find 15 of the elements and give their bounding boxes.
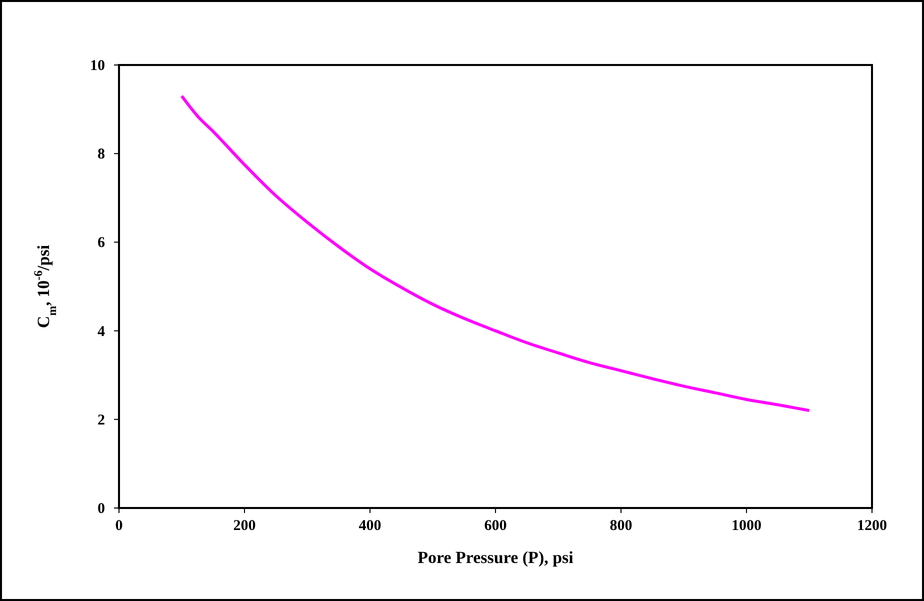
y-tick-label: 8 bbox=[98, 146, 105, 163]
x-axis-title: Pore Pressure (P), psi bbox=[418, 548, 574, 567]
x-tick-label: 1000 bbox=[732, 518, 762, 534]
x-tick-label: 0 bbox=[115, 518, 123, 534]
y-tick-label: 0 bbox=[98, 501, 105, 517]
y-tick-label: 2 bbox=[98, 412, 105, 428]
x-tick-label: 200 bbox=[233, 518, 256, 534]
y-tick-label: 4 bbox=[98, 324, 106, 340]
y-tick-label: 10 bbox=[90, 58, 105, 74]
x-tick-label: 400 bbox=[358, 518, 382, 534]
x-tick-label: 1200 bbox=[857, 518, 887, 534]
line-series bbox=[180, 94, 811, 412]
x-tick-label: 800 bbox=[610, 518, 632, 534]
x-tick-label: 600 bbox=[484, 518, 507, 534]
y-tick-label: 6 bbox=[98, 235, 106, 252]
